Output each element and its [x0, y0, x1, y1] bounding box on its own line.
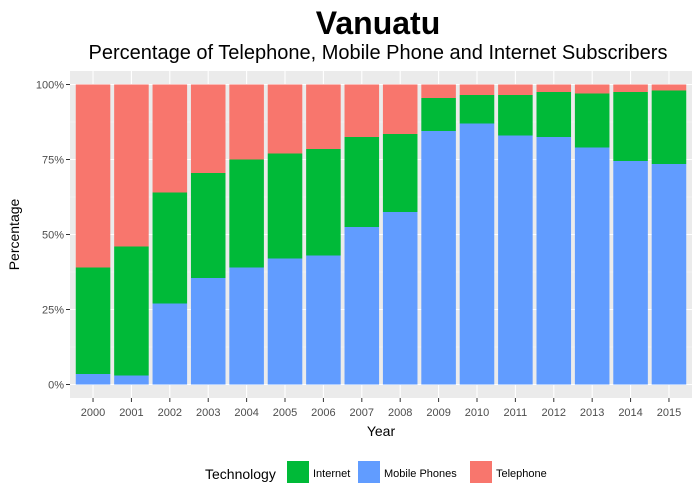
bar-telephone-2001 [114, 84, 149, 247]
legend-label-internet: Internet [313, 468, 350, 480]
bar-mobile-phones-2005 [267, 258, 303, 385]
bar-internet-2010 [459, 95, 495, 124]
x-tick-label: 2000 [81, 407, 105, 419]
bar-internet-2004 [229, 159, 264, 268]
bar-mobile-phones-2008 [382, 212, 418, 385]
x-tick-label: 2010 [465, 407, 489, 419]
legend-label-telephone: Telephone [496, 468, 547, 480]
bars [75, 84, 687, 385]
bar-mobile-phones-2006 [306, 255, 341, 385]
bar-mobile-phones-2007 [344, 227, 380, 385]
bar-telephone-2007 [344, 84, 380, 137]
x-tick-label: 2007 [350, 407, 374, 419]
bar-mobile-phones-2011 [498, 135, 533, 385]
bar-internet-2013 [574, 93, 610, 148]
x-tick-label: 2013 [580, 407, 604, 419]
x-tick-label: 2002 [158, 407, 182, 419]
x-tick-label: 2009 [426, 407, 450, 419]
x-tick-label: 2003 [196, 407, 220, 419]
bar-telephone-2011 [498, 84, 533, 95]
bar-telephone-2015 [651, 84, 687, 91]
bar-telephone-2005 [267, 84, 303, 154]
x-axis-title: Year [367, 423, 396, 439]
bar-mobile-phones-2001 [114, 375, 149, 385]
bar-telephone-2003 [190, 84, 226, 173]
y-tick-label: 100% [36, 80, 64, 92]
bar-telephone-2014 [613, 84, 648, 92]
bar-internet-2003 [190, 173, 226, 278]
bar-mobile-phones-2004 [229, 267, 264, 385]
y-axis-ticks: 0% 25% 50% 75% 100% [36, 80, 70, 392]
bar-internet-2007 [344, 137, 380, 227]
x-tick-label: 2004 [234, 407, 258, 419]
bar-telephone-2013 [574, 84, 610, 94]
bar-internet-2014 [613, 92, 648, 161]
x-tick-label: 2005 [273, 407, 297, 419]
bar-mobile-phones-2013 [574, 147, 610, 385]
bar-internet-2002 [152, 192, 188, 304]
x-tick-label: 2008 [388, 407, 412, 419]
bar-telephone-2012 [536, 84, 572, 92]
bar-internet-2008 [382, 134, 418, 212]
bar-internet-2001 [114, 246, 149, 376]
bar-telephone-2010 [459, 84, 495, 95]
bar-internet-2005 [267, 153, 303, 259]
bar-internet-2000 [75, 267, 111, 374]
bar-mobile-phones-2015 [651, 164, 687, 385]
x-tick-label: 2011 [504, 407, 528, 419]
y-tick-label: 75% [42, 155, 64, 167]
x-tick-label: 2006 [311, 407, 335, 419]
legend-label-mobile-phones: Mobile Phones [384, 468, 457, 480]
x-tick-label: 2015 [657, 407, 681, 419]
bar-telephone-2008 [382, 84, 418, 134]
bar-telephone-2006 [306, 84, 341, 149]
y-tick-label: 50% [42, 230, 64, 242]
bar-telephone-2002 [152, 84, 188, 193]
bar-mobile-phones-2003 [190, 278, 226, 385]
bar-telephone-2009 [421, 84, 456, 98]
legend-title: Technology [205, 466, 276, 482]
y-tick-label: 25% [42, 305, 64, 317]
bar-mobile-phones-2012 [536, 137, 572, 385]
bar-mobile-phones-2000 [75, 374, 111, 385]
bar-internet-2009 [421, 98, 456, 131]
x-axis-ticks: 2000 2001 2002 2003 2004 2005 2006 2007 2008 2009… [81, 398, 681, 419]
legend-key-mobile-phones [358, 461, 380, 483]
bar-mobile-phones-2014 [613, 161, 648, 385]
chart-title: Vanuatu [316, 5, 440, 41]
bar-mobile-phones-2010 [459, 123, 495, 385]
x-tick-label: 2012 [542, 407, 566, 419]
y-axis-title: Percentage [6, 198, 22, 270]
bar-internet-2006 [306, 149, 341, 256]
x-tick-label: 2001 [119, 407, 143, 419]
chart-subtitle: Percentage of Telephone, Mobile Phone an… [89, 42, 668, 64]
bar-internet-2015 [651, 90, 687, 164]
legend-key-telephone [470, 461, 492, 483]
x-tick-label: 2014 [618, 407, 642, 419]
bar-internet-2011 [498, 95, 533, 136]
legend-key-internet [287, 461, 309, 483]
legend: Technology Internet Mobile Phones Telephon… [205, 461, 547, 483]
bar-internet-2012 [536, 92, 572, 137]
bar-mobile-phones-2002 [152, 303, 188, 385]
bar-telephone-2000 [75, 84, 111, 268]
bar-telephone-2004 [229, 84, 264, 160]
bar-mobile-phones-2009 [421, 131, 456, 385]
y-tick-label: 0% [48, 380, 64, 392]
